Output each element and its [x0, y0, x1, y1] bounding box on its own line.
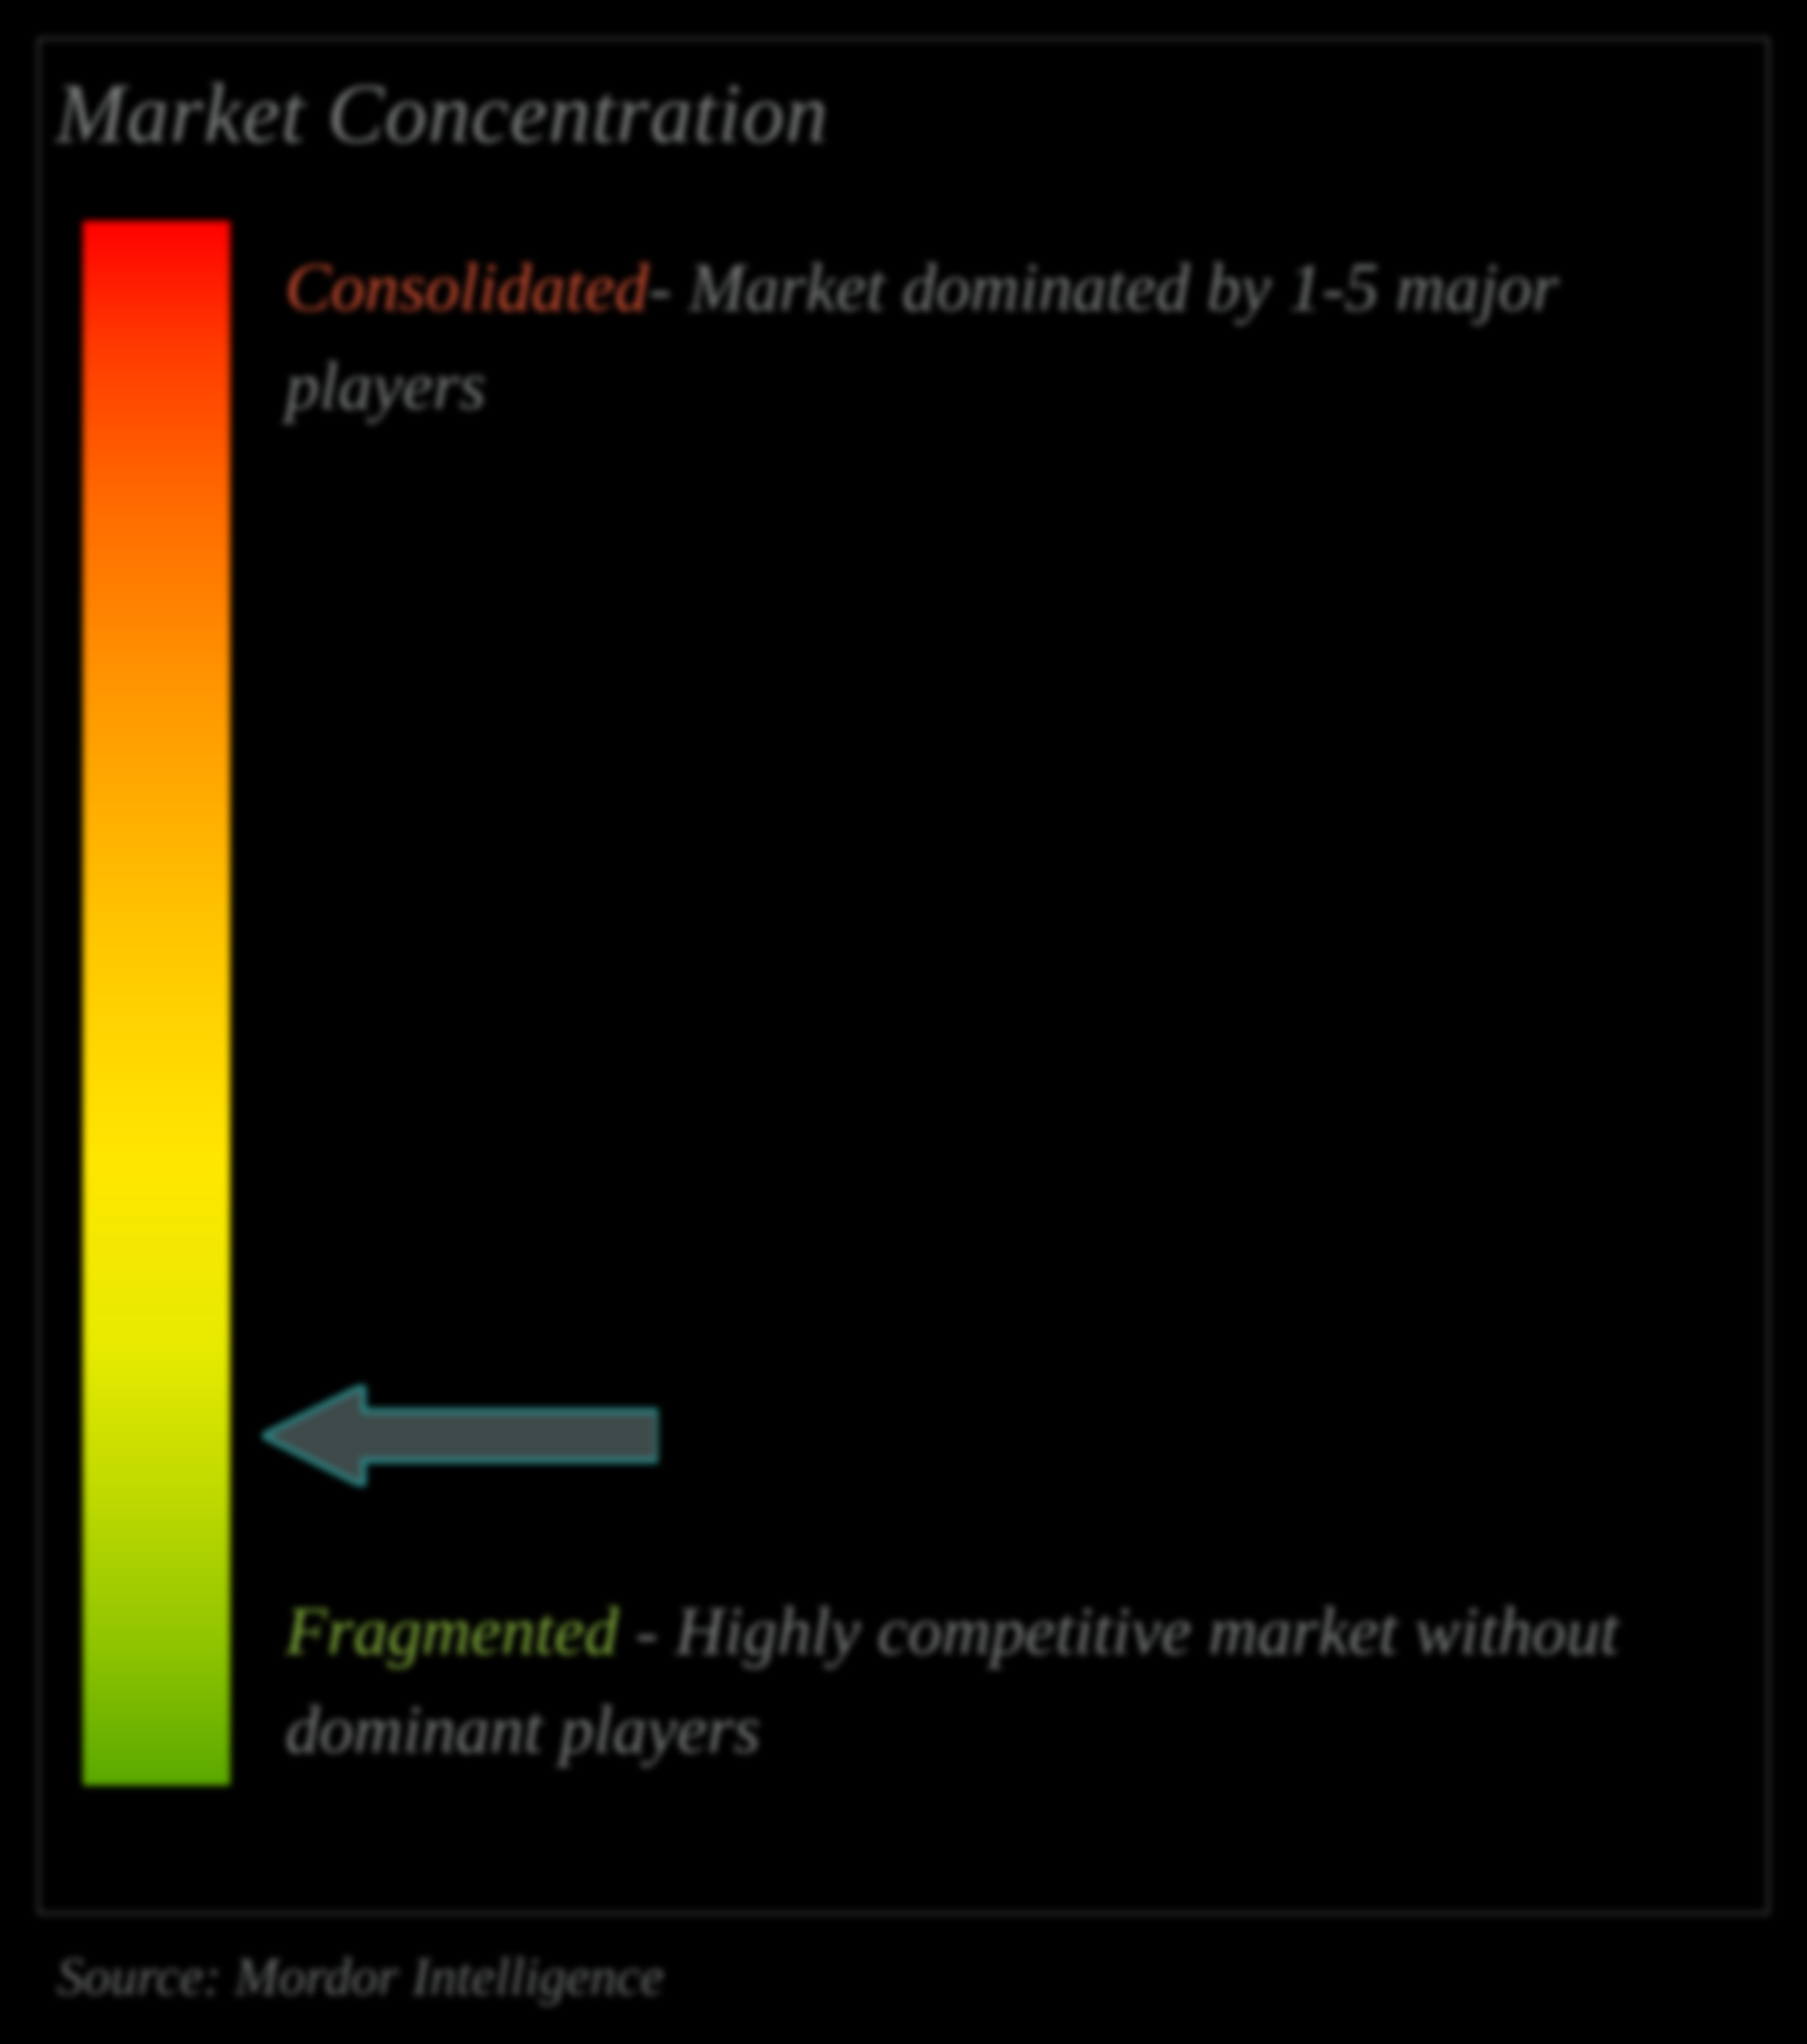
- arrow-shape: [262, 1385, 658, 1486]
- source-line: Source: Mordor Intelligence: [57, 1946, 664, 2007]
- chart-title: Market Concentration: [55, 64, 828, 162]
- diagram-frame: Market Concentration Consolidated- Marke…: [0, 0, 1807, 2044]
- position-arrow-icon: [262, 1385, 658, 1486]
- fragmented-label: Fragmented - Highly competitive market w…: [285, 1583, 1733, 1781]
- consolidated-label: Consolidated- Market dominated by 1-5 ma…: [285, 239, 1733, 437]
- source-name: Mordor Intelligence: [235, 1946, 665, 2006]
- concentration-gradient-bar: [83, 221, 230, 1785]
- fragmented-keyword: Fragmented: [285, 1594, 619, 1669]
- source-prefix: Source:: [57, 1946, 235, 2006]
- consolidated-keyword: Consolidated: [285, 250, 649, 326]
